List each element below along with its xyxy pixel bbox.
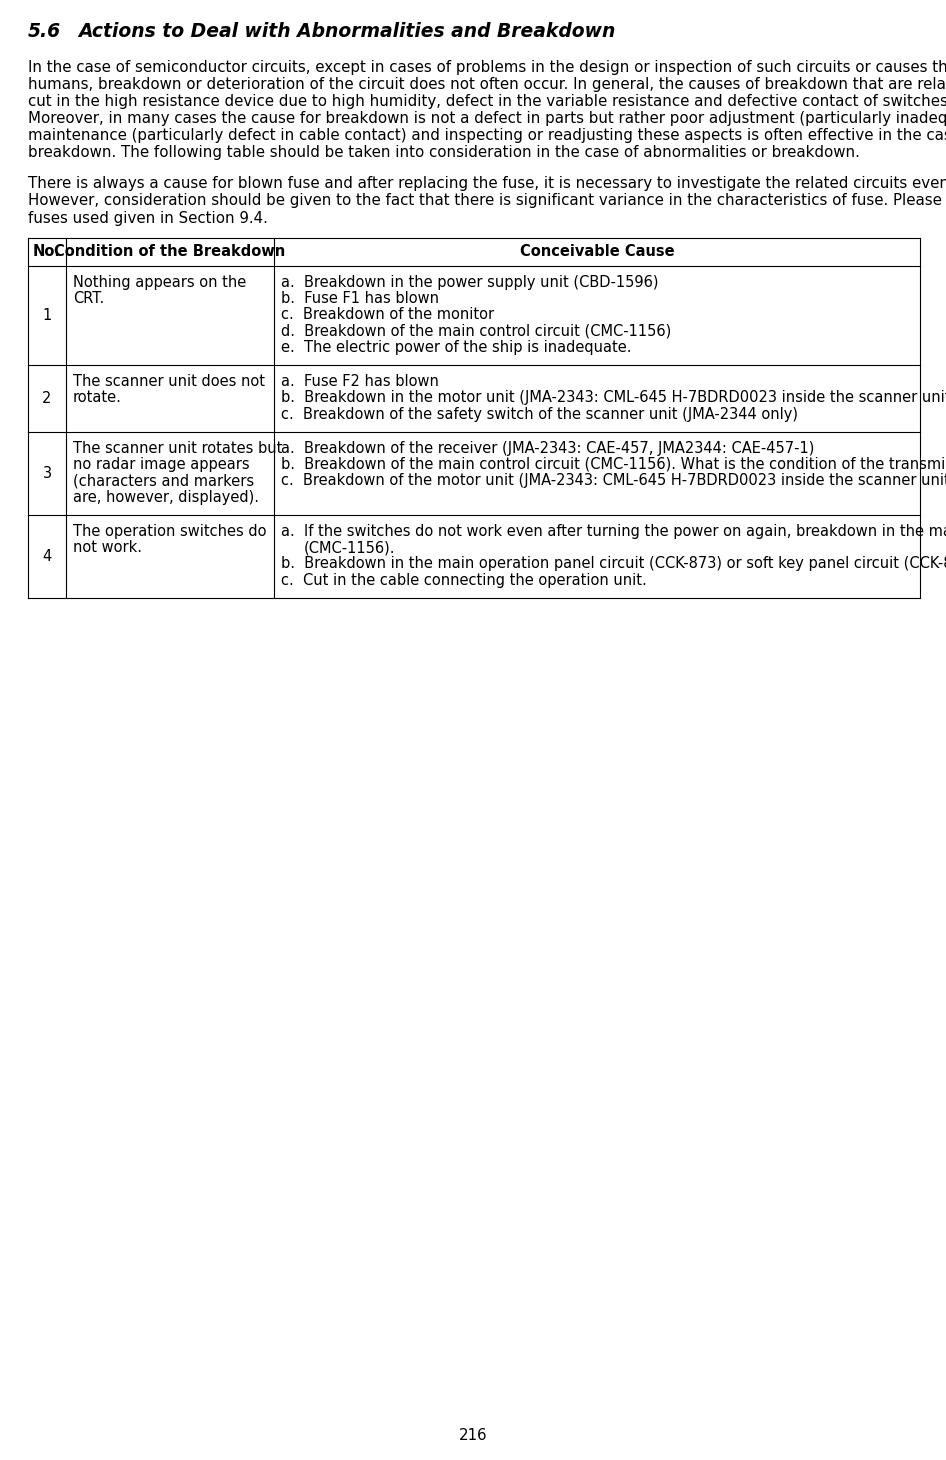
Text: d.  Breakdown of the main control circuit (CMC-1156): d. Breakdown of the main control circuit…	[281, 324, 672, 339]
Text: e.  The electric power of the ship is inadequate.: e. The electric power of the ship is ina…	[281, 340, 632, 355]
Text: (CMC-1156).: (CMC-1156).	[304, 540, 395, 555]
Text: 3: 3	[43, 466, 52, 480]
Text: a.  If the switches do not work even after turning the power on again, breakdown: a. If the switches do not work even afte…	[281, 524, 946, 539]
Text: Nothing appears on the: Nothing appears on the	[73, 274, 246, 289]
Text: However, consideration should be given to the fact that there is significant var: However, consideration should be given t…	[28, 193, 946, 209]
Text: Actions to Deal with Abnormalities and Breakdown: Actions to Deal with Abnormalities and B…	[78, 22, 616, 41]
Text: breakdown. The following table should be taken into consideration in the case of: breakdown. The following table should be…	[28, 146, 860, 161]
Text: CRT.: CRT.	[73, 291, 104, 305]
Text: There is always a cause for blown fuse and after replacing the fuse, it is neces: There is always a cause for blown fuse a…	[28, 177, 946, 191]
Text: 4: 4	[43, 549, 52, 564]
Text: fuses used given in Section 9.4.: fuses used given in Section 9.4.	[28, 210, 268, 225]
Text: c.  Breakdown of the monitor: c. Breakdown of the monitor	[281, 307, 494, 323]
Text: are, however, displayed).: are, however, displayed).	[73, 489, 259, 505]
Text: The operation switches do: The operation switches do	[73, 524, 267, 539]
Text: 1: 1	[43, 308, 52, 323]
Text: c.  Cut in the cable connecting the operation unit.: c. Cut in the cable connecting the opera…	[281, 572, 647, 588]
Text: cut in the high resistance device due to high humidity, defect in the variable r: cut in the high resistance device due to…	[28, 93, 946, 110]
Text: The scanner unit does not: The scanner unit does not	[73, 374, 265, 388]
Text: no radar image appears: no radar image appears	[73, 457, 250, 472]
Text: b.  Breakdown in the main operation panel circuit (CCK-873) or soft key panel ci: b. Breakdown in the main operation panel…	[281, 556, 946, 571]
Text: In the case of semiconductor circuits, except in cases of problems in the design: In the case of semiconductor circuits, e…	[28, 60, 946, 74]
Text: c.  Breakdown of the motor unit (JMA-2343: CML-645 H-7BDRD0023 inside the scanne: c. Breakdown of the motor unit (JMA-2343…	[281, 473, 946, 488]
Text: a.  Breakdown in the power supply unit (CBD-1596): a. Breakdown in the power supply unit (C…	[281, 274, 658, 289]
Text: Conceivable Cause: Conceivable Cause	[519, 244, 674, 258]
Text: a.  Fuse F2 has blown: a. Fuse F2 has blown	[281, 374, 439, 388]
Text: The scanner unit rotates but: The scanner unit rotates but	[73, 441, 282, 456]
Text: (characters and markers: (characters and markers	[73, 473, 254, 488]
Text: Condition of the Breakdown: Condition of the Breakdown	[54, 244, 286, 258]
Text: rotate.: rotate.	[73, 390, 122, 406]
Text: maintenance (particularly defect in cable contact) and inspecting or readjusting: maintenance (particularly defect in cabl…	[28, 128, 946, 143]
Text: c.  Breakdown of the safety switch of the scanner unit (JMA-2344 only): c. Breakdown of the safety switch of the…	[281, 406, 798, 422]
Text: b.  Breakdown in the motor unit (JMA-2343: CML-645 H-7BDRD0023 inside the scanne: b. Breakdown in the motor unit (JMA-2343…	[281, 390, 946, 406]
Text: Moreover, in many cases the cause for breakdown is not a defect in parts but rat: Moreover, in many cases the cause for br…	[28, 111, 946, 126]
Text: humans, breakdown or deterioration of the circuit does not often occur. In gener: humans, breakdown or deterioration of th…	[28, 77, 946, 92]
Text: 2: 2	[43, 391, 52, 406]
Text: 5.6: 5.6	[28, 22, 61, 41]
Text: b.  Fuse F1 has blown: b. Fuse F1 has blown	[281, 291, 439, 305]
Text: 216: 216	[459, 1428, 487, 1444]
Text: not work.: not work.	[73, 540, 142, 555]
Text: a.  Breakdown of the receiver (JMA-2343: CAE-457, JMA2344: CAE-457-1): a. Breakdown of the receiver (JMA-2343: …	[281, 441, 815, 456]
Text: No.: No.	[33, 244, 61, 258]
Text: b.  Breakdown of the main control circuit (CMC-1156). What is the condition of t: b. Breakdown of the main control circuit…	[281, 457, 946, 472]
